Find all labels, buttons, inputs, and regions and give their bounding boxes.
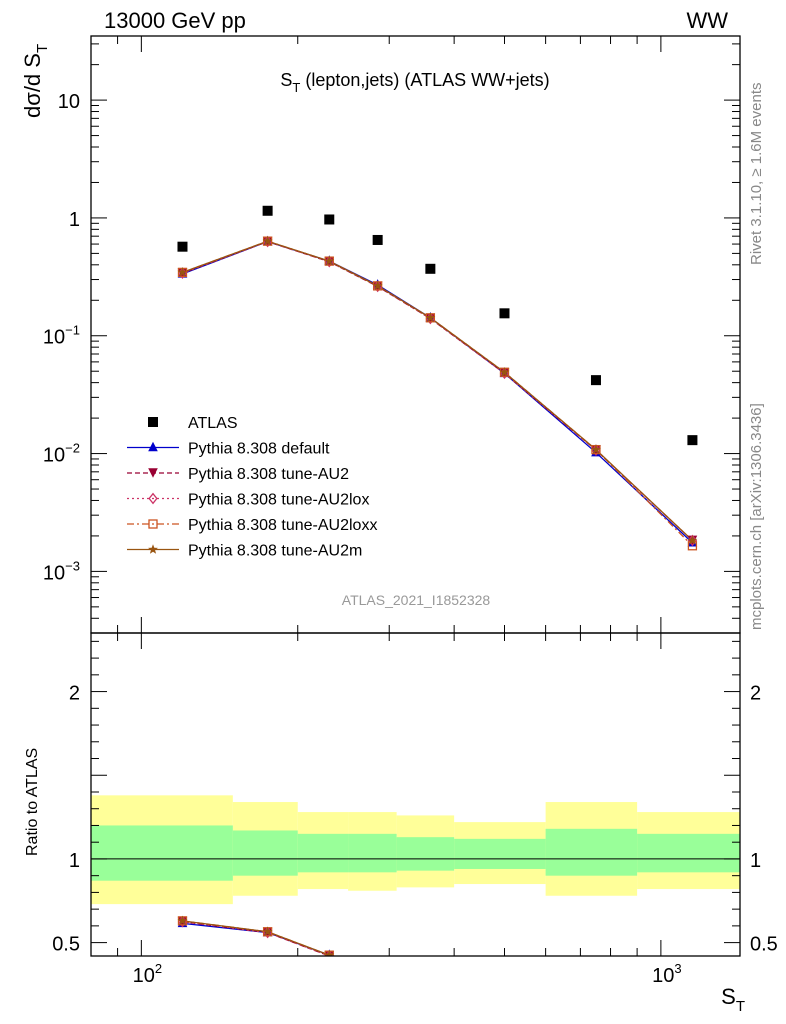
y-tick-label: 10−3 [43, 558, 80, 584]
ratio-mc-point [324, 949, 335, 956]
data-point [687, 435, 698, 446]
legend-label: Pythia 8.308 default [188, 441, 330, 458]
data-point [177, 241, 188, 252]
legend-marker [148, 519, 158, 529]
rivet-label: Rivet 3.1.10, ≥ 1.6M events [748, 83, 765, 266]
mc-line [182, 240, 693, 541]
legend-marker [148, 417, 158, 427]
y-tick-label: 10−2 [43, 441, 80, 467]
mc-point [591, 444, 601, 454]
legend-label: Pythia 8.308 tune-AU2m [188, 543, 362, 560]
main-axis-tick-labels: 10 1 10−1 10−2 10−3 [43, 91, 80, 584]
ratio-axis-ticks [90, 633, 740, 956]
legend-entry: Pythia 8.308 tune-AU2lox [127, 492, 369, 509]
ratio-mc-point [373, 959, 383, 969]
x-tick-label: 103 [652, 961, 681, 987]
main-mc-lines [182, 240, 693, 547]
ratio-mc-line [182, 922, 338, 956]
ratio-mc-lines [182, 920, 338, 956]
ratio-mc-point [399, 965, 409, 975]
x-axis-label: ST [721, 984, 745, 1015]
ratio-mc-point [373, 965, 383, 975]
analysis-watermark: ATLAS_2021_I1852328 [342, 592, 491, 608]
legend-marker [148, 492, 158, 505]
ratio-y-tick-label-right: 1 [750, 850, 761, 872]
ratio-y-tick-label-right: 0.5 [750, 934, 778, 956]
mc-point [499, 367, 510, 377]
mc-point [425, 312, 436, 323]
ratio-y-tick-label: 0.5 [52, 934, 80, 956]
process-label: WW [686, 8, 728, 33]
main-axis-ticks [90, 36, 740, 634]
ratio-mc-point [177, 915, 188, 926]
ratio-uncertainty-bands [91, 795, 740, 905]
ratio-band-green [396, 837, 455, 871]
legend: ATLAS Pythia 8.308 default Pythia 8.308 tu… [127, 415, 377, 560]
ratio-band-green [232, 830, 298, 876]
mc-point [262, 235, 273, 246]
mc-point [687, 535, 698, 545]
ratio-band-green [348, 833, 397, 873]
mc-point [372, 280, 383, 291]
legend-marker [148, 544, 158, 554]
legend-entry: ATLAS [148, 415, 238, 432]
ratio-mc-point [400, 971, 408, 981]
ratio-band-green [637, 833, 740, 873]
mc-point [324, 255, 335, 266]
legend-marker [148, 468, 158, 478]
legend-label: Pythia 8.308 tune-AU2loxx [188, 517, 377, 534]
ratio-mc-line [182, 921, 332, 956]
main-markers [177, 205, 698, 551]
y-tick-label: 10 [58, 91, 80, 113]
mc-point [177, 267, 188, 277]
legend-label: Pythia 8.308 tune-AU2lox [188, 492, 369, 509]
ratio-y-tick-label-right: 2 [750, 683, 761, 705]
ratio-band-green [454, 838, 546, 869]
ratio-mc-line [182, 920, 335, 956]
ratio-panel: 102 103 0.5 0.5 1 1 2 2 Ratio to ATLAS ST [24, 632, 778, 1015]
legend-entry: Pythia 8.308 tune-AU2 [127, 466, 349, 483]
ratio-mc-point [374, 965, 382, 973]
ratio-band-green [297, 833, 349, 873]
ratio-mc-point [262, 926, 273, 936]
data-point [324, 214, 335, 225]
main-panel: ST (lepton,jets) (ATLAS WW+jets) dσ/d ST… [20, 35, 741, 634]
legend-entry: Pythia 8.308 tune-AU2loxx [127, 517, 377, 534]
legend-entry: Pythia 8.308 tune-AU2m [127, 543, 362, 560]
ratio-band-green [545, 828, 638, 876]
mcplots-label: mcplots.cern.ch [arXiv:1306.3436] [748, 403, 765, 630]
legend-marker [148, 441, 158, 452]
ratio-frame [90, 632, 741, 957]
data-point [262, 205, 273, 216]
ratio-y-tick-label: 1 [69, 850, 80, 872]
ratio-mc-point [399, 971, 409, 980]
y-axis-label: dσ/d ST [20, 44, 51, 118]
x-tick-label: 102 [133, 961, 162, 987]
legend-label: Pythia 8.308 tune-AU2 [188, 466, 349, 483]
data-point [590, 375, 601, 386]
ratio-axis-tick-labels: 102 103 0.5 0.5 1 1 2 2 [52, 683, 778, 987]
y-tick-label: 10−1 [43, 323, 80, 349]
ratio-y-tick-label: 2 [69, 683, 80, 705]
ratio-mc-point [373, 963, 383, 972]
main-title: ST (lepton,jets) (ATLAS WW+jets) [280, 70, 549, 95]
ratio-mc-point [399, 971, 409, 981]
ratio-y-axis-label: Ratio to ATLAS [24, 748, 41, 856]
energy-label: 13000 GeV pp [104, 8, 246, 33]
ratio-markers [177, 915, 409, 981]
ratio-band-green [91, 825, 233, 881]
data-point [499, 308, 510, 319]
legend-entry: Pythia 8.308 default [127, 441, 330, 458]
ratio-mc-point [400, 972, 408, 980]
data-point [372, 234, 383, 245]
ratio-mc-line [182, 921, 332, 956]
y-tick-label: 1 [69, 209, 80, 231]
legend-label: ATLAS [188, 415, 238, 432]
data-point [425, 263, 436, 274]
ratio-mc-point [374, 965, 382, 975]
ratio-mc-line [182, 920, 335, 956]
